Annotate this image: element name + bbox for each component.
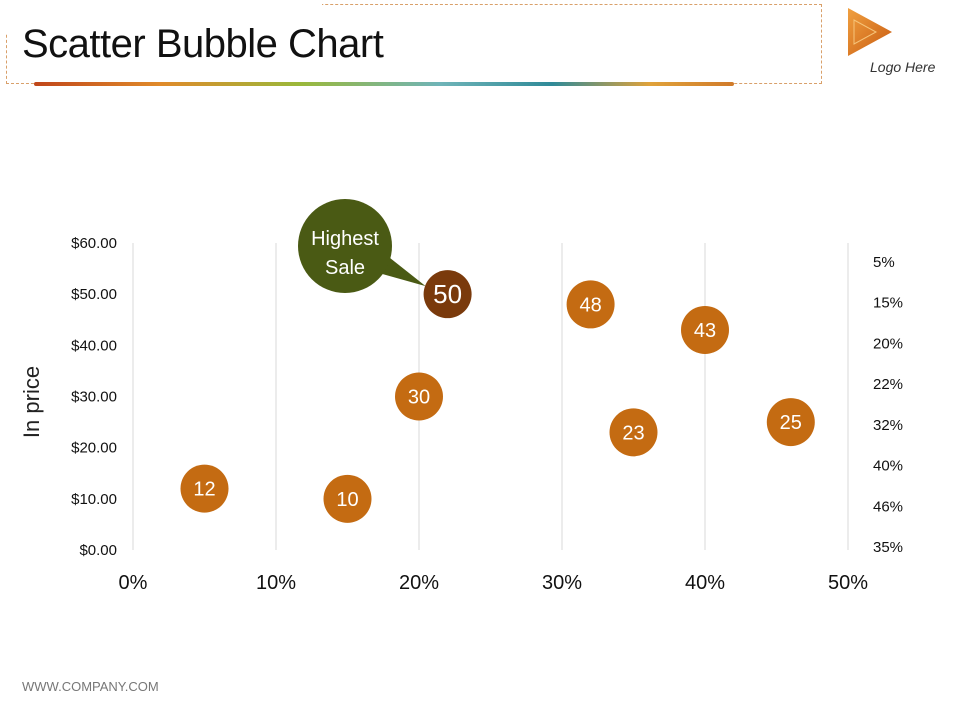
callout-text-line2: Sale <box>325 257 365 279</box>
data-bubble <box>180 464 229 513</box>
x-tick-label: 50% <box>828 572 868 594</box>
page-title: Scatter Bubble Chart <box>22 22 384 66</box>
data-bubble-label: 12 <box>193 479 215 501</box>
logo-icon <box>848 8 892 56</box>
y-tick-label: $0.00 <box>79 542 117 559</box>
x-tick-label: 30% <box>542 572 582 594</box>
logo-text: Logo Here <box>870 59 936 75</box>
y-tick-label: $30.00 <box>71 389 117 406</box>
data-bubble-label: 50 <box>433 279 462 309</box>
callout-text-line1: Highest <box>311 228 379 250</box>
data-bubble-label: 30 <box>408 387 430 409</box>
data-bubble-label: 43 <box>694 320 716 342</box>
x-tick-label: 20% <box>399 572 439 594</box>
data-bubble-label: 48 <box>579 294 601 316</box>
title-frame-mask <box>6 4 322 34</box>
data-bubble <box>766 398 815 447</box>
data-bubble <box>609 408 658 457</box>
y-tick-label: $50.00 <box>71 286 117 303</box>
y-tick-label: $60.00 <box>71 235 117 252</box>
y-tick-label: $10.00 <box>71 491 117 508</box>
callout-circle <box>298 199 392 293</box>
data-bubble <box>323 474 372 523</box>
data-bubble-label: 23 <box>622 422 644 444</box>
data-bubble-label: 25 <box>780 412 802 434</box>
title-underline <box>34 82 734 86</box>
data-bubble <box>681 305 729 354</box>
y-tick-label: $20.00 <box>71 440 117 457</box>
data-bubble-label: 10 <box>336 489 358 511</box>
x-tick-label: 40% <box>685 572 725 594</box>
x-tick-label: 10% <box>256 572 296 594</box>
y-tick-label: $40.00 <box>71 337 117 354</box>
right-side-label: 40% <box>873 458 903 475</box>
data-bubble <box>423 270 472 319</box>
footer-company-url: WWW.COMPANY.COM <box>22 679 159 694</box>
right-side-label: 5% <box>873 254 895 271</box>
right-side-label: 15% <box>873 295 903 312</box>
data-bubble <box>395 372 443 421</box>
right-side-label: 22% <box>873 376 903 393</box>
y-axis-label: In price <box>19 366 44 438</box>
x-tick-label: 0% <box>119 572 148 594</box>
right-side-label: 32% <box>873 417 903 434</box>
right-side-label: 35% <box>873 539 903 556</box>
right-side-label: 20% <box>873 335 903 352</box>
right-side-label: 46% <box>873 498 903 515</box>
data-bubble <box>566 280 615 329</box>
